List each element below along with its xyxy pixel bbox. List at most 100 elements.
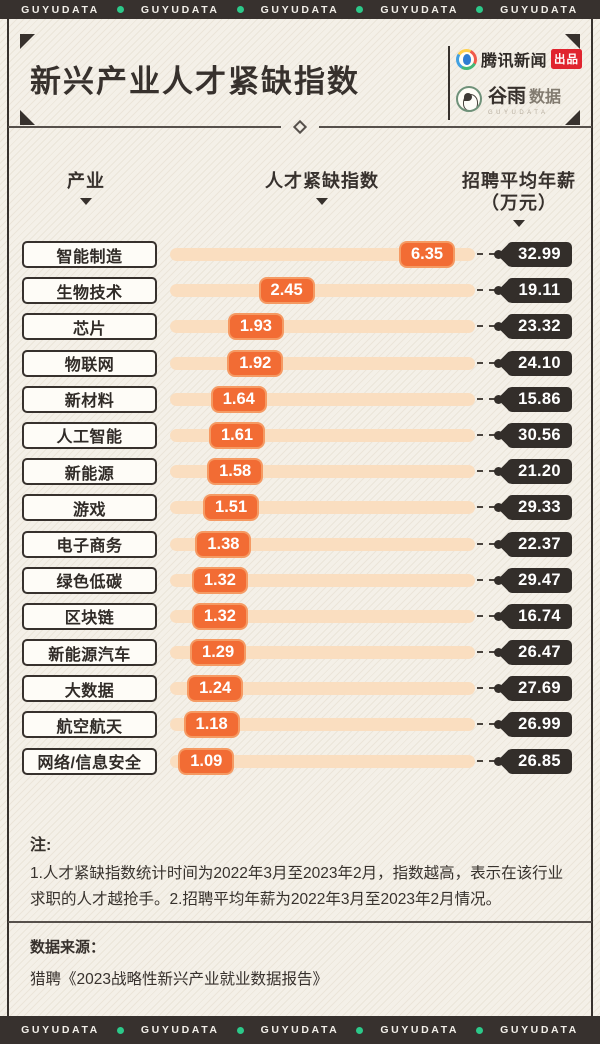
salary-tag: 27.69 — [507, 676, 572, 702]
table-row: 绿色低碳 1.32 29.47 — [0, 566, 600, 594]
industry-label: 电子商务 — [22, 530, 157, 558]
notes-label: 注: — [30, 837, 52, 854]
salary-tag: 23.32 — [507, 314, 572, 340]
brand-text: GUYUDATA — [140, 3, 220, 16]
page-title: 新兴产业人才紧缺指数 — [30, 64, 360, 99]
salary-tag: 26.85 — [507, 748, 572, 774]
green-dot-icon — [116, 6, 124, 13]
index-value-badge: 1.09 — [178, 747, 235, 775]
index-bar-track: 1.24 — [170, 675, 475, 703]
guyu-data-label: 谷雨 数据 — [488, 86, 562, 107]
title-divider — [8, 119, 592, 135]
industry-label: 新能源汽车 — [22, 639, 157, 667]
index-value-badge: 1.29 — [190, 639, 247, 667]
guyu-data-subtext: GUYUDATA — [488, 110, 549, 116]
green-dot-icon — [356, 1026, 364, 1034]
green-dot-icon — [356, 6, 364, 13]
index-value-badge: 1.32 — [191, 602, 248, 630]
source-block: 数据来源： 猎聘《2023战略性新兴产业就业数据报告》 — [30, 936, 328, 989]
green-dot-icon — [236, 1026, 244, 1034]
pointer-down-icon — [80, 198, 92, 205]
table-row: 游戏 1.51 29.33 — [0, 494, 600, 522]
pointer-down-icon — [513, 220, 525, 227]
index-value-badge: 1.58 — [207, 458, 264, 486]
index-value-badge: 1.38 — [195, 530, 252, 558]
industry-label: 游戏 — [22, 494, 157, 522]
table-row: 新能源 1.58 21.20 — [0, 458, 600, 486]
brand-text: GUYUDATA — [21, 1024, 100, 1036]
index-bar-track: 1.51 — [170, 494, 475, 522]
green-dot-icon — [476, 1026, 484, 1034]
index-bar-track: 1.92 — [170, 349, 475, 377]
tencent-news-logo: 腾讯新闻 出品 — [456, 47, 586, 71]
industry-label: 物联网 — [22, 349, 157, 377]
pointer-down-icon — [316, 198, 328, 205]
industry-label: 生物技术 — [22, 277, 157, 305]
publisher-block: 腾讯新闻 出品 谷雨 数据 GUYUDATA — [456, 47, 586, 116]
guyu-bird-icon — [456, 85, 482, 112]
column-header-label: 产业 — [67, 171, 105, 191]
salary-tag: 29.47 — [507, 567, 572, 593]
salary-tag: 16.74 — [507, 603, 572, 629]
industry-label: 网络/信息安全 — [22, 747, 157, 775]
table-row: 电子商务 1.38 22.37 — [0, 530, 600, 558]
salary-tag: 26.99 — [507, 712, 572, 738]
index-value-badge: 1.92 — [227, 349, 284, 377]
index-bar-track: 1.09 — [170, 747, 475, 775]
salary-tag: 29.33 — [507, 495, 572, 521]
index-bar-track: 1.18 — [170, 711, 475, 739]
table-row: 新能源汽车 1.29 26.47 — [0, 639, 600, 667]
index-value-badge: 1.93 — [227, 313, 284, 341]
brand-text: GUYUDATA — [500, 1024, 579, 1036]
index-bar-track: 1.32 — [170, 602, 475, 630]
bottom-brand-bar: GUYUDATA GUYUDATA GUYUDATA GUYUDATA GUYUDATA — [0, 1016, 600, 1044]
column-header-label-unit: （万元） — [481, 193, 557, 213]
leader-dotted-line — [477, 253, 495, 255]
brand-text: GUYUDATA — [260, 3, 340, 16]
column-header-label: 人才紧缺指数 — [265, 171, 379, 191]
corner-mark-bottom-right-icon — [565, 110, 580, 125]
table-row: 物联网 1.92 24.10 — [0, 349, 600, 377]
page-frame — [7, 19, 593, 1016]
table-row: 人工智能 1.61 30.56 — [0, 421, 600, 449]
leader-dotted-line — [477, 759, 495, 762]
index-value-badge: 1.24 — [187, 675, 244, 703]
source-divider — [8, 921, 592, 923]
guyu-data-logo: 谷雨 数据 GUYUDATA — [456, 81, 586, 116]
leader-dotted-line — [477, 723, 495, 726]
index-value-badge: 1.32 — [191, 566, 248, 594]
table-row: 芯片 1.93 23.32 — [0, 313, 600, 341]
brand-text: GUYUDATA — [140, 1024, 220, 1036]
chart-rows: 智能制造 6.35 32.99 生物技术 2.45 19.11 芯片 1.93 23.32 物联网… — [0, 241, 600, 784]
index-value-badge: 6.35 — [399, 241, 455, 268]
index-bar-track: 1.64 — [170, 385, 475, 413]
index-bar-track: 6.35 — [170, 241, 475, 268]
industry-label: 新能源 — [22, 458, 157, 486]
table-row: 大数据 1.24 27.69 — [0, 675, 600, 703]
corner-mark-top-left-icon — [20, 34, 35, 49]
column-header-index: 人才紧缺指数 — [232, 170, 412, 205]
leader-dotted-line — [477, 470, 495, 473]
title-vertical-divider — [448, 46, 450, 120]
industry-label: 区块链 — [22, 602, 157, 630]
source-text: 猎聘《2023战略性新兴产业就业数据报告》 — [30, 971, 328, 988]
leader-dotted-line — [477, 433, 495, 436]
leader-dotted-line — [477, 361, 495, 364]
leader-dotted-line — [477, 325, 495, 328]
leader-dotted-line — [477, 542, 495, 545]
tencent-news-label: 腾讯新闻 — [481, 53, 548, 70]
index-value-badge: 1.61 — [209, 421, 265, 449]
salary-tag: 21.20 — [507, 459, 572, 485]
leader-dotted-line — [477, 614, 495, 617]
index-bar-track: 1.61 — [170, 421, 475, 449]
index-bar-track: 1.38 — [170, 530, 475, 558]
leader-dotted-line — [477, 289, 495, 292]
brand-text: GUYUDATA — [21, 3, 100, 16]
salary-tag: 32.99 — [507, 242, 572, 267]
industry-label: 芯片 — [22, 313, 157, 341]
table-row: 生物技术 2.45 19.11 — [0, 277, 600, 305]
table-row: 航空航天 1.18 26.99 — [0, 711, 600, 739]
table-row: 网络/信息安全 1.09 26.85 — [0, 747, 600, 775]
column-header-label: 招聘平均年薪 — [462, 171, 576, 191]
industry-label: 人工智能 — [22, 421, 157, 449]
